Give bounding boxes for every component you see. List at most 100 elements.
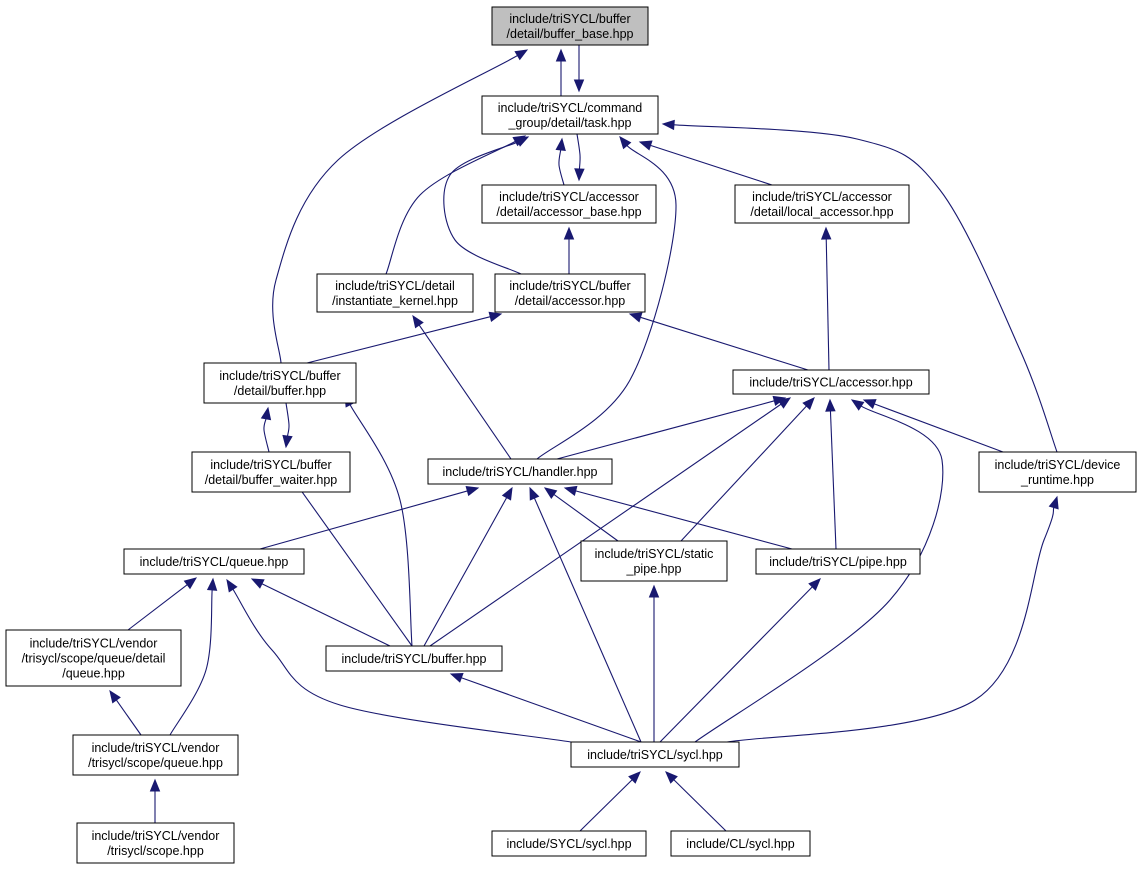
node-label-line: include/triSYCL/accessor.hpp	[749, 376, 912, 390]
edge-buffer_base-to-task	[573, 45, 585, 93]
edge-line	[558, 149, 565, 186]
node-label-line: include/triSYCL/vendor	[30, 637, 158, 651]
node-box	[427, 458, 613, 485]
node-buffer-base[interactable]: include/triSYCL/buffer/detail/buffer_bas…	[491, 6, 649, 46]
arrowhead-icon	[619, 135, 632, 150]
edge-line	[429, 403, 782, 647]
node-label-line: include/triSYCL/detail	[335, 279, 455, 293]
arrowhead-icon	[802, 397, 815, 410]
edge-buffer_detail-to-buffer_base	[272, 49, 529, 364]
node-label-line: include/triSYCL/vendor	[92, 829, 220, 843]
edge-pipe-to-handler	[563, 485, 793, 550]
node-label-line: include/triSYCL/queue.hpp	[140, 555, 289, 569]
node-CL-sycl[interactable]: include/CL/sycl.hpp	[670, 830, 811, 857]
edge-line	[694, 405, 944, 743]
edge-line	[261, 583, 391, 647]
edge-sycl_main-to-buffer	[449, 672, 642, 743]
arrowhead-icon	[574, 168, 585, 182]
edge-SYCL_sycl-to-sycl_main	[579, 771, 641, 832]
edge-sycl_main-to-pipe	[659, 578, 821, 743]
node-buffer-waiter[interactable]: include/triSYCL/buffer/detail/buffer_wai…	[191, 451, 351, 493]
node-buffer[interactable]: include/triSYCL/buffer.hpp	[325, 645, 503, 672]
node-task[interactable]: include/triSYCL/command_group/detail/tas…	[481, 95, 659, 135]
node-static-pipe[interactable]: include/triSYCL/static_pipe.hpp	[580, 540, 728, 582]
node-label-line: /trisycl/scope/queue.hpp	[88, 756, 223, 770]
node-vendor-queue[interactable]: include/triSYCL/vendor/trisycl/scope/que…	[72, 734, 239, 776]
node-buffer-detail[interactable]: include/triSYCL/buffer/detail/buffer.hpp	[203, 362, 357, 404]
arrowhead-icon	[109, 689, 121, 704]
node-label-line: include/triSYCL/device	[995, 458, 1121, 472]
edge-local_accessor-to-task	[638, 140, 773, 186]
node-accessor-base[interactable]: include/triSYCL/accessor/detail/accessor…	[481, 184, 657, 224]
node-box	[491, 6, 649, 46]
edge-handler-to-accessor	[556, 395, 787, 460]
node-vendor-scope[interactable]: include/triSYCL/vendor/trisycl/scope.hpp	[76, 822, 235, 864]
node-label-line: /trisycl/scope.hpp	[107, 844, 204, 858]
node-buffer-accessor[interactable]: include/triSYCL/buffer/detail/accessor.h…	[494, 273, 646, 313]
edge-line	[659, 586, 813, 743]
node-label-line: include/triSYCL/buffer	[219, 369, 340, 383]
node-vendor-queue-detail[interactable]: include/triSYCL/vendor/trisycl/scope/que…	[5, 629, 182, 687]
node-label-line: include/SYCL/sycl.hpp	[506, 837, 631, 851]
edge-device_runtime-to-task	[661, 119, 1058, 453]
node-label-line: /detail/accessor_base.hpp	[496, 205, 641, 219]
node-label-line: include/triSYCL/vendor	[92, 741, 220, 755]
edge-line	[263, 418, 270, 453]
node-label-line: /detail/buffer_waiter.hpp	[205, 473, 338, 487]
edge-line	[825, 238, 830, 371]
arrowhead-icon	[862, 399, 877, 409]
node-label-line: /trisycl/scope/queue/detail	[22, 652, 166, 666]
arrowhead-icon	[449, 672, 464, 683]
node-box	[491, 830, 647, 857]
edge-line	[259, 490, 468, 550]
node-box	[76, 822, 235, 864]
edge-buffer_accessor-to-accessor_base	[563, 226, 575, 274]
node-label-line: include/triSYCL/sycl.hpp	[587, 748, 723, 762]
edge-sycl_main-to-handler	[529, 486, 642, 743]
edge-line	[680, 405, 807, 542]
node-label-line: include/triSYCL/accessor	[752, 190, 892, 204]
node-label-line: include/triSYCL/buffer.hpp	[341, 652, 486, 666]
edge-buffer_waiter-to-buffer_detail	[260, 406, 272, 453]
node-box	[732, 369, 930, 395]
arrowhead-icon	[514, 49, 529, 61]
edge-static_pipe-to-accessor	[680, 397, 815, 542]
node-sycl-main[interactable]: include/triSYCL/sycl.hpp	[570, 741, 740, 768]
edge-buffer_detail-to-buffer_accessor	[306, 311, 503, 364]
arrowhead-icon	[665, 771, 678, 784]
node-accessor[interactable]: include/triSYCL/accessor.hpp	[732, 369, 930, 395]
node-instantiate-kernel[interactable]: include/triSYCL/detail/instantiate_kerne…	[316, 273, 474, 313]
edge-buffer-to-queue	[250, 578, 391, 647]
arrowhead-icon	[850, 399, 865, 411]
edge-line	[169, 589, 213, 736]
edge-line	[556, 400, 775, 460]
node-pipe[interactable]: include/triSYCL/pipe.hpp	[755, 548, 921, 575]
node-box	[670, 830, 811, 857]
node-box	[734, 184, 910, 224]
node-SYCL-sycl[interactable]: include/SYCL/sycl.hpp	[491, 830, 647, 857]
node-label-line: include/triSYCL/handler.hpp	[443, 465, 598, 479]
edge-line	[829, 410, 837, 550]
arrowhead-icon	[555, 48, 567, 62]
edge-line	[553, 494, 619, 542]
node-box	[580, 540, 728, 582]
edge-line	[874, 403, 1004, 453]
edge-buffer-to-buffer_detail	[344, 393, 413, 647]
edge-task-to-accessor_base	[574, 133, 585, 182]
node-box	[203, 362, 357, 404]
edge-vendor_scope-to-vendor_queue	[149, 778, 161, 823]
arrowhead-icon	[825, 398, 836, 412]
node-device-runtime[interactable]: include/triSYCL/device_runtime.hpp	[978, 451, 1137, 493]
node-box	[123, 548, 305, 575]
edge-line	[306, 316, 491, 364]
node-label-line: include/triSYCL/buffer	[210, 458, 331, 472]
arrowhead-icon	[661, 119, 675, 131]
arrowhead-icon	[183, 577, 198, 590]
node-queue[interactable]: include/triSYCL/queue.hpp	[123, 548, 305, 575]
node-label-line: _pipe.hpp	[626, 562, 682, 576]
node-handler[interactable]: include/triSYCL/handler.hpp	[427, 458, 613, 485]
node-label-line: /detail/buffer.hpp	[234, 384, 326, 398]
edge-buffer-to-accessor	[429, 397, 792, 647]
node-local-accessor[interactable]: include/triSYCL/accessor/detail/local_ac…	[734, 184, 910, 224]
